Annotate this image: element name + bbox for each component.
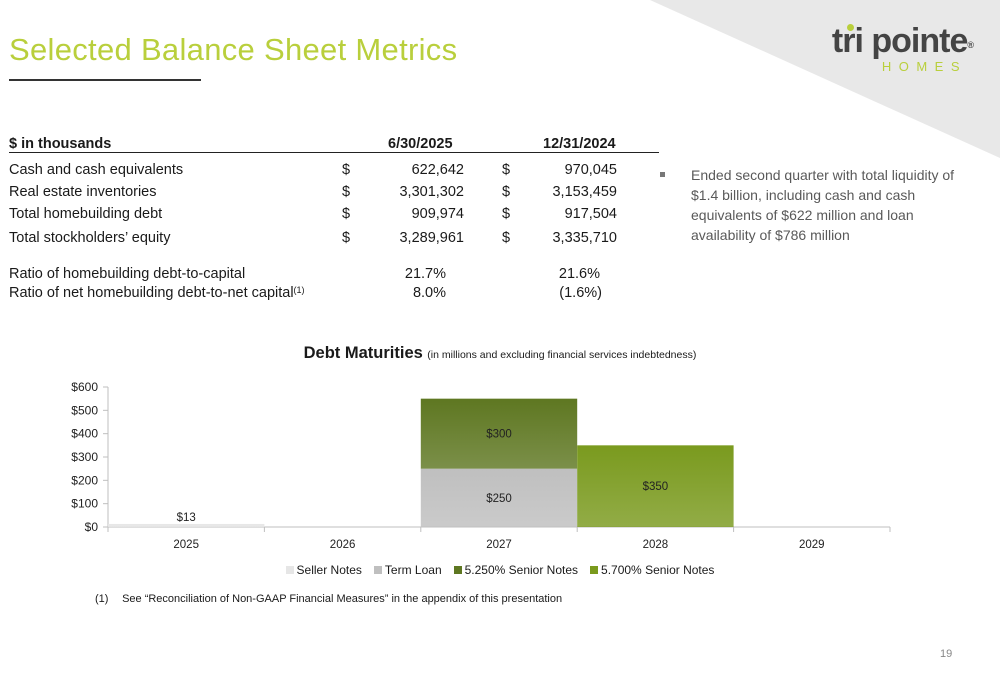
x-tick-label: 2028: [643, 539, 669, 551]
footnote-ref: (1): [293, 285, 305, 295]
row-value-2: 917,504: [564, 206, 617, 222]
row-value-1: 3,301,302: [399, 184, 464, 200]
legend-label: 5.700% Senior Notes: [601, 563, 715, 577]
debt-maturities-chart: $0 $100 $200 $300 $400 $500 $600 2025 2026 2027 20…: [71, 380, 891, 551]
ratio-value-1: 21.7%: [404, 266, 446, 282]
row-currency-2: $: [502, 230, 511, 246]
legend-item: Term Loan: [373, 563, 442, 577]
row-currency-2: $: [502, 184, 511, 200]
ratio-label: Ratio of net homebuilding debt-to-net ca…: [9, 285, 305, 301]
x-tick-label: 2025: [173, 539, 199, 551]
footnote-text: See “Reconciliation of Non-GAAP Financia…: [122, 593, 563, 605]
legend-label: Term Loan: [384, 563, 442, 577]
legend-swatch: [373, 566, 382, 574]
row-currency-2: $: [502, 206, 511, 222]
bullet-square-icon: [660, 172, 665, 177]
row-currency-1: $: [342, 162, 351, 178]
logo-wordmark: tri pointe: [831, 22, 968, 60]
row-label: Total homebuilding debt: [9, 206, 163, 222]
data-label: $250: [486, 493, 512, 505]
row-label: Total stockholders’ equity: [9, 230, 171, 246]
bar-5-700-senior-notes-2028: [577, 445, 734, 527]
chart-legend: Seller Notes Term Loan 5.250% Senior Notes…: [0, 563, 1000, 577]
y-tick-label: $200: [71, 473, 98, 487]
legend-item: Seller Notes: [285, 563, 362, 577]
footnote: (1) See “Reconciliation of Non-GAAP Fina…: [95, 593, 562, 605]
legend-label: Seller Notes: [296, 563, 362, 577]
y-tick-label: $500: [71, 403, 98, 417]
row-value-2: 970,045: [564, 162, 617, 178]
chart-title: Debt Maturities (in millions and excludi…: [0, 344, 1000, 363]
row-currency-1: $: [342, 184, 351, 200]
y-tick-label: $100: [71, 497, 98, 511]
data-label: $300: [486, 429, 512, 441]
bar-term-loan-2027: [420, 468, 578, 527]
bar-5-250-senior-notes-2027: [420, 398, 578, 469]
ratio-value-1: 8.0%: [412, 285, 446, 301]
y-tick-label: $300: [71, 450, 98, 464]
footnote-number: (1): [95, 593, 109, 605]
row-value-1: 909,974: [411, 206, 464, 222]
logo-subtext: HOMES: [881, 59, 967, 74]
header-rule: [9, 152, 659, 153]
header-col-1: 6/30/2025: [388, 136, 453, 152]
data-label: $13: [177, 512, 196, 524]
header-col-2: 12/31/2024: [543, 136, 616, 152]
bar-seller-notes-2025: [108, 523, 265, 527]
ratio-label: Ratio of homebuilding debt-to-capital: [9, 266, 246, 282]
row-currency-1: $: [342, 206, 351, 222]
legend-swatch: [453, 566, 462, 574]
legend-label: 5.250% Senior Notes: [464, 563, 579, 577]
x-tick-label: 2026: [330, 539, 356, 551]
x-tick-label: 2027: [486, 539, 512, 551]
y-tick-label: $600: [71, 380, 98, 394]
y-tick-label: $0: [85, 520, 99, 534]
logo-dot-icon: [847, 24, 854, 31]
header-label: $ in thousands: [9, 136, 112, 152]
legend-item: 5.700% Senior Notes: [590, 563, 714, 577]
row-currency-1: $: [342, 230, 351, 246]
legend-swatch: [285, 566, 294, 574]
y-tick-label: $400: [71, 427, 98, 441]
row-currency-2: $: [502, 162, 511, 178]
data-label: $350: [643, 481, 669, 493]
chart-subtitle: (in millions and excluding financial ser…: [427, 349, 697, 361]
row-value-2: 3,335,710: [552, 230, 617, 246]
row-label: Real estate inventories: [9, 184, 157, 200]
chart-title-main: Debt Maturities: [303, 344, 423, 362]
legend-swatch: [590, 566, 599, 574]
ratio-value-2: 21.6%: [558, 266, 600, 282]
title-underline: [9, 79, 201, 81]
row-value-1: 622,642: [411, 162, 464, 178]
bullet-text: Ended second quarter with total liquidit…: [691, 167, 955, 243]
page-title: Selected Balance Sheet Metrics: [9, 32, 458, 67]
legend-item: 5.250% Senior Notes: [453, 563, 579, 577]
ratio-value-2: (1.6%): [559, 285, 602, 301]
page-number: 19: [940, 648, 953, 660]
company-logo: tri pointe® HOMES: [831, 22, 974, 74]
x-tick-label: 2029: [799, 539, 825, 551]
row-value-2: 3,153,459: [552, 184, 617, 200]
row-value-1: 3,289,961: [399, 230, 464, 246]
row-label: Cash and cash equivalents: [9, 162, 184, 178]
